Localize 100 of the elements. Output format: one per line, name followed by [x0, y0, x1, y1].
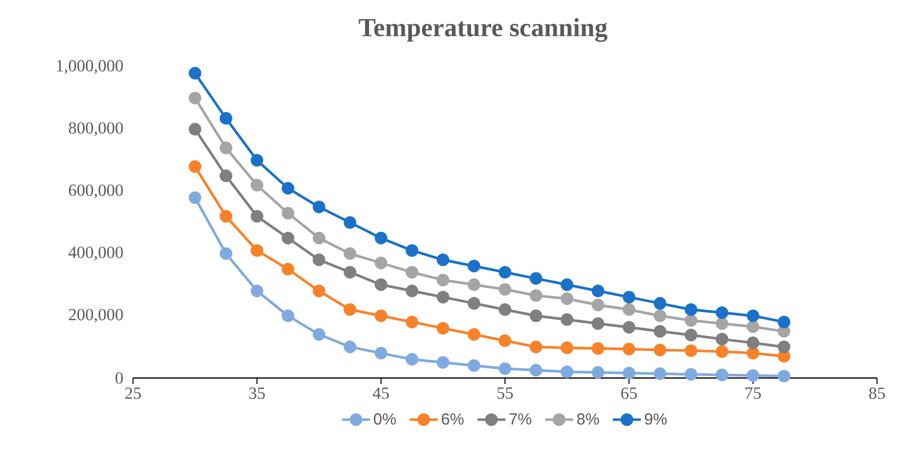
point	[250, 284, 264, 298]
point	[684, 303, 698, 316]
point	[746, 336, 760, 350]
point	[188, 92, 202, 104]
legend-label: 7%	[510, 413, 532, 425]
point	[778, 340, 790, 354]
point	[436, 322, 450, 335]
point	[312, 328, 326, 341]
x-tick-label: 65	[621, 388, 637, 399]
point	[684, 328, 698, 342]
point	[344, 266, 356, 279]
point	[498, 283, 512, 296]
point	[220, 247, 232, 260]
point	[344, 247, 356, 260]
point	[374, 232, 388, 244]
point	[282, 206, 294, 220]
point	[654, 310, 666, 322]
point	[746, 346, 760, 360]
point	[622, 290, 636, 304]
x-tick-label: 75	[746, 388, 761, 399]
point	[468, 328, 480, 341]
point	[406, 284, 418, 298]
point	[374, 346, 388, 360]
point	[406, 353, 418, 366]
point	[188, 191, 202, 204]
point	[188, 160, 202, 173]
point	[344, 340, 356, 354]
point	[312, 232, 326, 244]
point	[592, 342, 604, 355]
point	[312, 254, 326, 266]
point	[592, 366, 604, 379]
point	[282, 262, 294, 276]
point	[406, 244, 418, 257]
point	[622, 342, 636, 356]
point	[592, 298, 604, 312]
chart-title: Temperature scanning	[358, 18, 608, 42]
point	[530, 364, 542, 377]
point	[374, 310, 388, 322]
point	[778, 316, 790, 328]
point	[654, 344, 666, 356]
point	[654, 367, 666, 380]
point	[746, 310, 760, 322]
point	[344, 303, 356, 316]
y-tick-label: 0	[116, 372, 123, 384]
point	[436, 290, 450, 304]
point	[654, 325, 666, 338]
point	[250, 178, 264, 192]
point	[374, 278, 388, 291]
point	[220, 210, 232, 223]
x-tick-label: 85	[869, 388, 885, 400]
point	[498, 266, 512, 279]
point	[560, 313, 574, 326]
point	[436, 274, 450, 286]
point	[282, 182, 294, 195]
point	[530, 289, 542, 302]
legend-label: 8%	[577, 413, 600, 425]
point	[498, 334, 512, 347]
point	[498, 303, 512, 316]
point	[374, 256, 388, 270]
point	[560, 292, 574, 305]
x-tick-label: 45	[372, 388, 389, 399]
point	[406, 316, 418, 328]
legend-label: 9%	[644, 413, 667, 425]
point	[468, 278, 480, 291]
x-tick-label: 55	[497, 388, 513, 399]
point	[530, 272, 542, 285]
point	[746, 320, 760, 333]
point	[250, 154, 264, 167]
point	[654, 297, 666, 310]
point	[250, 244, 264, 257]
point	[560, 342, 574, 354]
point	[716, 306, 728, 319]
point	[498, 362, 512, 375]
point	[312, 200, 326, 214]
point	[716, 317, 728, 330]
point	[622, 303, 636, 316]
point	[746, 369, 760, 382]
point	[684, 344, 698, 357]
point	[282, 310, 294, 322]
point	[250, 210, 264, 223]
point	[560, 365, 574, 378]
point	[188, 122, 202, 136]
point	[716, 332, 728, 346]
point	[468, 297, 480, 310]
point	[188, 66, 202, 80]
point	[530, 310, 542, 322]
point	[530, 340, 542, 354]
point	[282, 232, 294, 244]
point	[560, 278, 574, 291]
point	[436, 254, 450, 266]
y-tick-label: 200,000	[68, 308, 123, 323]
y-tick-label: 400,000	[68, 246, 123, 261]
point	[312, 284, 326, 298]
point	[468, 260, 480, 272]
point	[220, 142, 232, 154]
point	[778, 370, 790, 382]
y-tick-label: 800,000	[68, 122, 123, 136]
legend-label: 6%	[442, 413, 464, 425]
point	[468, 359, 480, 372]
legend-label: 0%	[374, 413, 396, 425]
